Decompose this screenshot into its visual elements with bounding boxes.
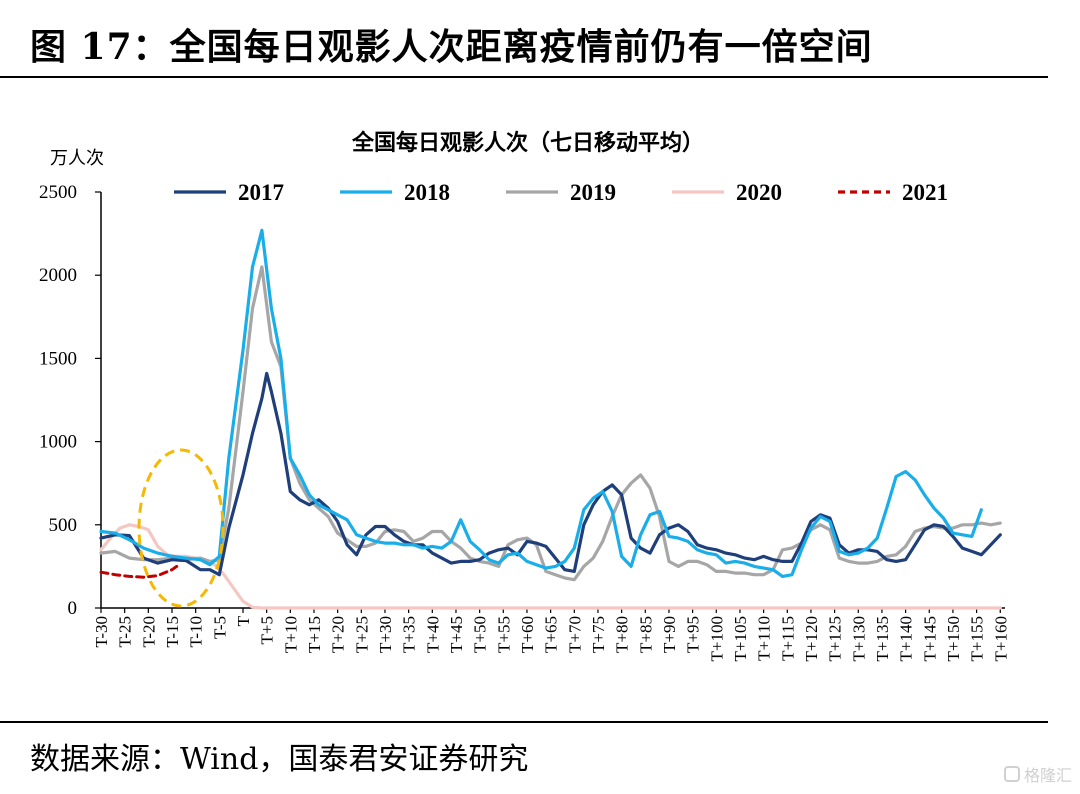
watermark-logo-icon bbox=[1004, 766, 1020, 782]
x-tick-label: T+135 bbox=[873, 616, 892, 661]
x-tick-label: T+150 bbox=[944, 616, 963, 661]
x-tick-label: T+5 bbox=[258, 616, 277, 644]
legend-label-2019: 2019 bbox=[570, 180, 616, 205]
x-tick-label: T+95 bbox=[684, 616, 703, 653]
series-line-2019 bbox=[101, 267, 1000, 580]
x-tick-label: T+100 bbox=[707, 616, 726, 661]
x-tick-label: T+65 bbox=[542, 616, 561, 653]
x-tick-label: T+40 bbox=[423, 616, 442, 653]
x-tick-label: T+140 bbox=[897, 616, 916, 661]
x-tick-label: T-10 bbox=[187, 616, 206, 648]
legend-label-2020: 2020 bbox=[736, 180, 782, 205]
x-tick-label: T+145 bbox=[920, 616, 939, 661]
legend: 2017 2018 2019 2020 2021 bbox=[174, 180, 948, 205]
x-tick-label: T+160 bbox=[991, 616, 1010, 661]
x-axis: T-30 T-25 T-20 T-15 T-10 T-5 T T+5 T+10 T+15 T+20 T… bbox=[92, 608, 1010, 661]
x-tick-label: T+55 bbox=[494, 616, 513, 653]
x-tick-label: T+90 bbox=[660, 616, 679, 653]
x-tick-label: T+35 bbox=[400, 616, 419, 653]
x-tick-label: T+60 bbox=[518, 616, 537, 653]
x-tick-label: T+110 bbox=[755, 616, 774, 661]
x-tick-label: T+125 bbox=[826, 616, 845, 661]
series-line-2018 bbox=[101, 230, 981, 576]
highlight-ellipse bbox=[139, 450, 223, 606]
y-tick-label: 2500 bbox=[39, 182, 77, 203]
y-axis: 0 500 1000 1500 2000 2500 bbox=[39, 182, 101, 619]
x-tick-label: T+85 bbox=[636, 616, 655, 653]
x-tick-label: T+50 bbox=[471, 616, 490, 653]
y-axis-unit-label: 万人次 bbox=[50, 148, 104, 169]
x-tick-label: T+45 bbox=[447, 616, 466, 653]
bottom-rule bbox=[0, 721, 1048, 723]
x-tick-label: T-30 bbox=[92, 616, 111, 648]
legend-label-2018: 2018 bbox=[404, 180, 450, 205]
x-tick-label: T-20 bbox=[139, 616, 158, 648]
x-tick-label: T bbox=[234, 615, 253, 626]
x-tick-label: T+10 bbox=[281, 616, 300, 653]
x-tick-label: T-15 bbox=[163, 616, 182, 648]
x-tick-label: T+30 bbox=[376, 616, 395, 653]
x-tick-label: T+130 bbox=[849, 616, 868, 661]
x-tick-label: T+20 bbox=[329, 616, 348, 653]
y-tick-label: 2000 bbox=[39, 265, 77, 286]
x-tick-label: T+80 bbox=[613, 616, 632, 653]
x-tick-label: T+75 bbox=[589, 616, 608, 653]
watermark-text: 格隆汇 bbox=[1024, 762, 1072, 786]
series-line-2021 bbox=[101, 566, 177, 577]
x-tick-label: T-5 bbox=[210, 616, 229, 639]
x-tick-label: T-25 bbox=[116, 616, 135, 648]
x-tick-label: T+15 bbox=[305, 616, 324, 653]
y-tick-label: 0 bbox=[68, 598, 78, 619]
y-tick-label: 1500 bbox=[39, 348, 77, 369]
y-tick-label: 500 bbox=[49, 515, 78, 536]
series-lines bbox=[101, 230, 1000, 608]
x-tick-label: T+25 bbox=[352, 616, 371, 653]
legend-label-2017: 2017 bbox=[238, 180, 284, 205]
chart-title: 全国每日观影人次（七日移动平均） bbox=[351, 130, 704, 156]
watermark: 格隆汇 bbox=[1004, 762, 1072, 786]
x-tick-label: T+120 bbox=[802, 616, 821, 661]
x-tick-label: T+70 bbox=[565, 616, 584, 653]
x-tick-label: T+155 bbox=[968, 616, 987, 661]
line-chart: 全国每日观影人次（七日移动平均） 万人次 2017 2018 2019 2020 202… bbox=[0, 0, 1080, 794]
legend-label-2021: 2021 bbox=[902, 180, 948, 205]
y-tick-label: 1000 bbox=[39, 432, 77, 453]
x-tick-label: T+105 bbox=[731, 616, 750, 661]
x-tick-label: T+115 bbox=[778, 616, 797, 661]
data-source-note: 数据来源：Wind，国泰君安证券研究 bbox=[30, 734, 528, 778]
